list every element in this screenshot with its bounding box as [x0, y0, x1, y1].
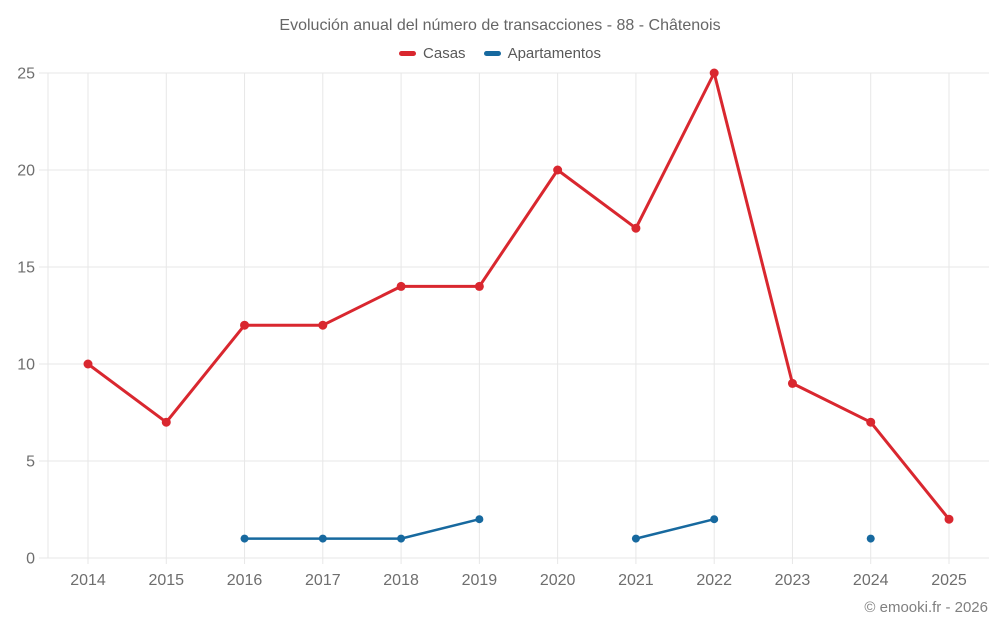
data-point-apartamentos	[866, 534, 875, 543]
x-axis-label: 2020	[540, 572, 576, 589]
data-point-casas	[631, 223, 641, 233]
data-point-apartamentos	[240, 534, 249, 543]
x-axis-label: 2023	[775, 572, 811, 589]
x-axis-label: 2021	[618, 572, 654, 589]
chart-header: Evolución anual del número de transaccio…	[0, 0, 1000, 62]
x-axis-label: 2019	[462, 572, 498, 589]
x-axis-label: 2014	[70, 572, 106, 589]
legend-item-casas[interactable]: Casas	[399, 45, 466, 62]
y-axis-label: 20	[17, 163, 35, 180]
x-axis-label: 2024	[853, 572, 889, 589]
legend-item-apartamentos[interactable]: Apartamentos	[483, 45, 601, 62]
legend-label-apartamentos: Apartamentos	[507, 45, 601, 62]
casas-series-swatch	[399, 51, 417, 56]
y-axis-label: 0	[26, 551, 35, 568]
y-axis-label: 25	[17, 66, 35, 83]
legend-label-casas: Casas	[423, 45, 466, 62]
data-point-apartamentos	[710, 515, 719, 524]
data-point-casas	[474, 281, 484, 291]
y-axis-label: 15	[17, 260, 35, 277]
data-point-casas	[83, 359, 93, 369]
legend: Casas Apartamentos	[0, 45, 1000, 62]
data-point-apartamentos	[397, 534, 406, 543]
data-point-casas	[161, 417, 171, 427]
data-point-casas	[866, 417, 876, 427]
y-axis-label: 10	[17, 357, 35, 374]
data-point-casas	[240, 320, 250, 330]
x-axis-label: 2022	[696, 572, 732, 589]
data-point-casas	[787, 378, 797, 388]
x-axis-label: 2017	[305, 572, 341, 589]
apartamentos-series-swatch	[483, 51, 501, 56]
series-line-apartamentos	[243, 517, 481, 540]
x-axis-label: 2018	[383, 572, 419, 589]
data-point-apartamentos	[318, 534, 327, 543]
y-axis-label: 5	[26, 454, 35, 471]
series-line-apartamentos	[634, 517, 716, 540]
data-point-casas	[553, 165, 563, 175]
x-axis-label: 2015	[148, 572, 184, 589]
data-point-casas	[709, 68, 719, 78]
series-line-casas	[86, 71, 951, 521]
copyright-text: © emooki.fr - 2026	[864, 599, 988, 616]
data-point-apartamentos	[631, 534, 640, 543]
data-point-apartamentos	[475, 515, 484, 524]
data-point-casas	[396, 281, 406, 291]
data-point-casas	[318, 320, 328, 330]
x-axis-label: 2025	[931, 572, 967, 589]
chart-title: Evolución anual del número de transaccio…	[279, 17, 721, 34]
x-axis-label: 2016	[227, 572, 263, 589]
data-point-casas	[944, 514, 954, 524]
